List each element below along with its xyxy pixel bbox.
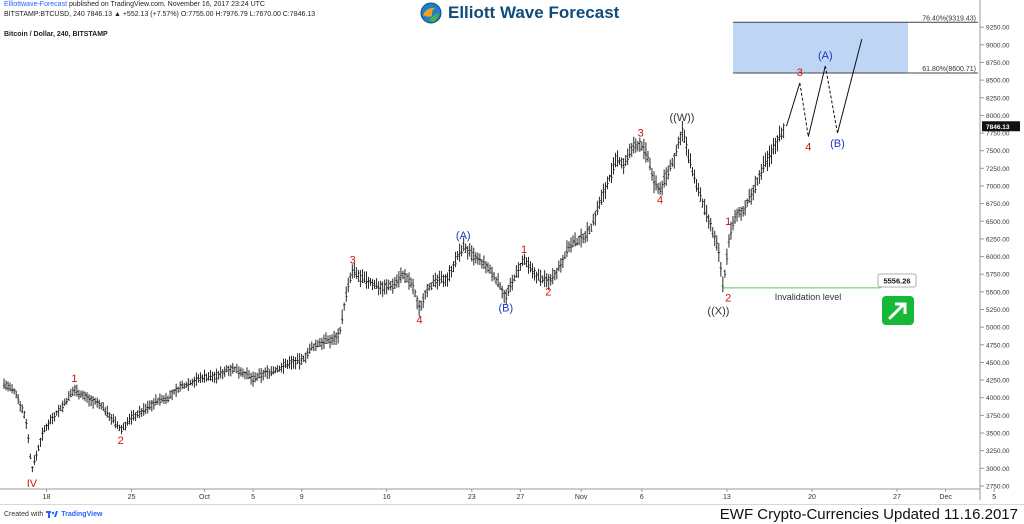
y-tick-label: 8750.00 bbox=[986, 60, 1010, 67]
x-tick-label: 23 bbox=[468, 494, 476, 501]
wave-label: 3 bbox=[350, 255, 356, 267]
wave-label: 1 bbox=[725, 216, 731, 228]
wave-label: 4 bbox=[805, 142, 811, 154]
y-tick-label: 8500.00 bbox=[986, 78, 1010, 85]
wave-label: (B) bbox=[498, 302, 513, 314]
fib-high-label: 76.40%(9319.43) bbox=[922, 15, 976, 22]
x-tick-label: 20 bbox=[808, 494, 816, 501]
projection-impulse-leg bbox=[785, 82, 801, 127]
y-tick-label: 6250.00 bbox=[986, 236, 1010, 243]
wave-label: 3 bbox=[797, 67, 803, 79]
x-tick-label: 9 bbox=[300, 494, 304, 501]
y-tick-label: 8000.00 bbox=[986, 113, 1010, 120]
wave-label: 2 bbox=[725, 293, 731, 305]
wave-label: 1 bbox=[71, 373, 77, 385]
x-tick-label: 13 bbox=[723, 494, 731, 501]
x-tick-label: 5 bbox=[992, 494, 996, 501]
wave-label: (A) bbox=[456, 230, 471, 242]
globe-icon bbox=[420, 2, 442, 24]
update-caption: EWF Crypto-Currencies Updated 11.16.2017 bbox=[719, 506, 1018, 523]
wave-label: 3 bbox=[638, 128, 644, 140]
wave-label: 4 bbox=[416, 314, 422, 326]
wave-label: 2 bbox=[545, 286, 551, 298]
wave-label: 1 bbox=[521, 244, 527, 256]
quote-line: BITSTAMP:BTCUSD, 240 7846.13 ▲ +552.13 (… bbox=[4, 11, 316, 18]
y-tick-label: 3750.00 bbox=[986, 413, 1010, 420]
wave-label: (B) bbox=[830, 138, 845, 150]
wave-label: (A) bbox=[818, 50, 833, 62]
last-price-box bbox=[982, 121, 1020, 132]
wave-label: IV bbox=[27, 478, 38, 490]
invalidation-marker: 5556.26 Invalidation level bbox=[723, 273, 917, 302]
x-tick-label: 6 bbox=[640, 494, 644, 501]
y-tick-label: 4750.00 bbox=[986, 342, 1010, 349]
target-zone: 76.40%(9319.43) 61.80%(8600.71) bbox=[733, 15, 978, 74]
y-tick-label: 5250.00 bbox=[986, 307, 1010, 314]
wave-label: 2 bbox=[118, 435, 124, 447]
up-arrow-icon bbox=[882, 296, 914, 325]
brand-title: Elliott Wave Forecast bbox=[448, 3, 620, 22]
y-tick-label: 4000.00 bbox=[986, 395, 1010, 402]
author-link[interactable]: Elliottwave-Forecast bbox=[4, 1, 68, 8]
invalidation-value: 5556.26 bbox=[883, 277, 910, 286]
projection-correction-leg bbox=[799, 82, 809, 137]
x-tick-label: Dec bbox=[939, 494, 952, 501]
price-bars bbox=[2, 121, 785, 473]
y-tick-label: 6750.00 bbox=[986, 201, 1010, 208]
y-tick-label: 6500.00 bbox=[986, 219, 1010, 226]
brand-logo: Elliott Wave Forecast bbox=[420, 2, 619, 24]
y-tick-label: 3500.00 bbox=[986, 431, 1010, 438]
y-tick-label: 5750.00 bbox=[986, 272, 1010, 279]
last-price-label: 7846.13 bbox=[986, 124, 1010, 131]
footer-bar: Created with TradingView EWF Crypto-Curr… bbox=[0, 504, 1024, 524]
created-with: Created with TradingView bbox=[4, 510, 102, 518]
y-tick-label: 9250.00 bbox=[986, 25, 1010, 32]
wave-label: ((X)) bbox=[707, 305, 729, 317]
tradingview-link[interactable]: TradingView bbox=[61, 510, 103, 518]
projection-impulse-leg bbox=[807, 65, 826, 137]
publish-line: Elliottwave-Forecast published on Tradin… bbox=[4, 1, 265, 8]
x-tick-label: 18 bbox=[43, 494, 51, 501]
invalidation-value-box bbox=[877, 273, 917, 288]
x-tick-label: 27 bbox=[893, 494, 901, 501]
y-tick-label: 5500.00 bbox=[986, 289, 1010, 296]
x-tick-label: 27 bbox=[516, 494, 524, 501]
published-info: published on TradingView.com, November 1… bbox=[67, 1, 265, 8]
y-tick-label: 7750.00 bbox=[986, 131, 1010, 138]
tradingview-icon bbox=[46, 511, 59, 518]
target-zone-box bbox=[733, 22, 908, 74]
projection-correction-leg bbox=[824, 65, 838, 134]
wave-label: 4 bbox=[657, 195, 663, 207]
y-tick-label: 4500.00 bbox=[986, 360, 1010, 367]
x-tick-label: 16 bbox=[383, 494, 391, 501]
fib-low-label: 61.80%(8600.71) bbox=[922, 66, 976, 73]
y-tick-label: 9000.00 bbox=[986, 42, 1010, 49]
y-tick-label: 3250.00 bbox=[986, 448, 1010, 455]
x-tick-label: 25 bbox=[128, 494, 136, 501]
symbol-title: Bitcoin / Dollar, 240, BITSTAMP bbox=[4, 31, 108, 38]
y-tick-label: 8250.00 bbox=[986, 95, 1010, 102]
y-tick-label: 7000.00 bbox=[986, 183, 1010, 190]
y-tick-label: 2750.00 bbox=[986, 483, 1010, 490]
y-tick-label: 4250.00 bbox=[986, 378, 1010, 385]
x-tick-label: 5 bbox=[251, 494, 255, 501]
y-tick-label: 7500.00 bbox=[986, 148, 1010, 155]
y-tick-label: 5000.00 bbox=[986, 325, 1010, 332]
y-tick-label: 6000.00 bbox=[986, 254, 1010, 261]
x-tick-label: Oct bbox=[199, 494, 210, 501]
projection-impulse-leg bbox=[837, 39, 863, 134]
projection bbox=[785, 39, 863, 137]
y-tick-label: 3000.00 bbox=[986, 466, 1010, 473]
x-tick-label: Nov bbox=[575, 494, 588, 501]
axis-ticks: 2750.00 3000.00 3250.00 3500.00 3750.00 4000.… bbox=[43, 25, 1020, 501]
invalidation-text: Invalidation level bbox=[775, 292, 842, 302]
created-with-label: Created with bbox=[4, 510, 44, 518]
y-tick-label: 7250.00 bbox=[986, 166, 1010, 173]
wave-label: ((W)) bbox=[669, 112, 694, 124]
